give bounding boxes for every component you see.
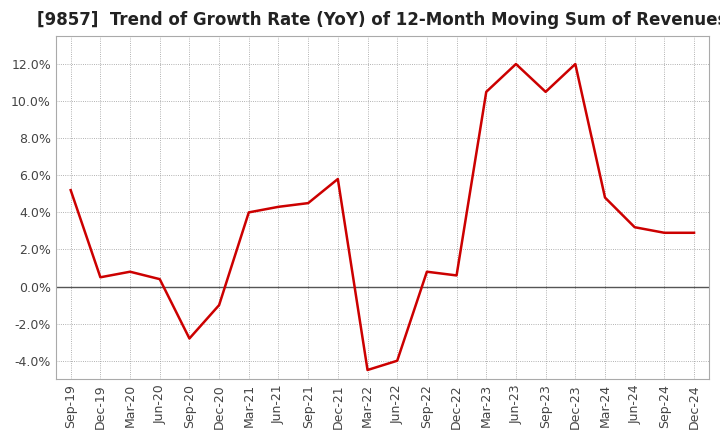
- Title: [9857]  Trend of Growth Rate (YoY) of 12-Month Moving Sum of Revenues: [9857] Trend of Growth Rate (YoY) of 12-…: [37, 11, 720, 29]
